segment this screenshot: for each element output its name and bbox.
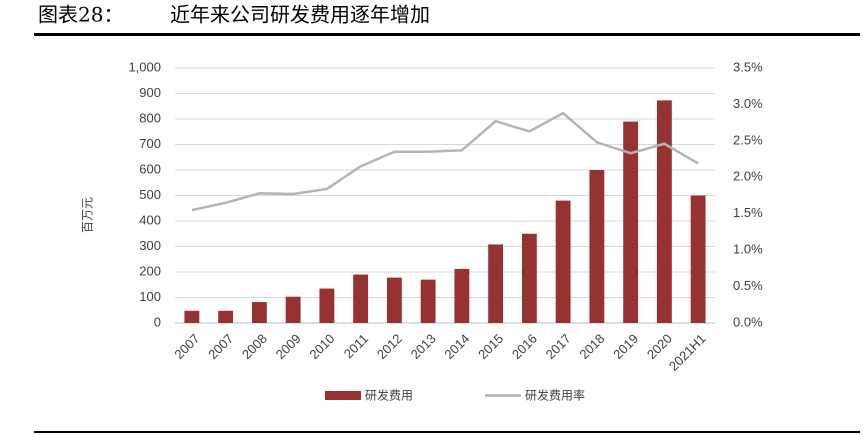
y2-tick-label: 1.0% (733, 242, 763, 257)
y2-tick-label: 3.0% (733, 96, 763, 111)
x-tick-label: 2007 (171, 331, 202, 362)
bar (319, 288, 335, 323)
y2-tick-label: 2.0% (733, 169, 763, 184)
y-tick-label: 0 (154, 314, 161, 329)
x-tick-label: 2015 (475, 331, 506, 362)
bar (656, 100, 672, 323)
y2-tick-label: 1.5% (733, 205, 763, 220)
y2-tick-label: 0.5% (733, 278, 763, 293)
y2-tick-label: 0.0% (733, 314, 763, 329)
x-tick-label: 2009 (273, 331, 304, 362)
y-tick-label: 400 (139, 212, 161, 227)
bar (623, 121, 639, 323)
bar (454, 268, 470, 323)
line (191, 111, 699, 212)
x-tick-label: 2021H1 (666, 331, 709, 374)
x-tick-label: 2018 (576, 331, 607, 362)
x-tick-label: 2011 (341, 331, 371, 361)
y2-tick-label: 2.5% (733, 132, 763, 147)
bar (353, 274, 369, 323)
y-tick-label: 900 (139, 85, 161, 100)
y-tick-label: 500 (139, 187, 161, 202)
x-tick-label: 2016 (509, 331, 540, 362)
x-tick-label: 2017 (543, 331, 574, 362)
header-rule (34, 33, 860, 36)
y-tick-label: 300 (139, 238, 161, 253)
bar (386, 277, 402, 323)
y-tick-label: 200 (139, 263, 161, 278)
bar (690, 195, 706, 323)
y-tick-label: 800 (139, 110, 161, 125)
bar (420, 279, 436, 323)
bar (184, 310, 200, 323)
x-tick-label: 2020 (644, 331, 675, 362)
footer-rule (34, 431, 860, 433)
y-tick-label: 1,000 (128, 59, 161, 74)
y-tick-label: 600 (139, 161, 161, 176)
x-tick-label: 2019 (610, 331, 641, 362)
bar (251, 302, 267, 323)
legend-label: 研发费用率 (525, 388, 585, 403)
header-label: 图表28： (38, 3, 123, 27)
x-tick-label: 2014 (441, 331, 472, 362)
x-tick-label: 2008 (239, 331, 270, 362)
bar (589, 170, 605, 323)
x-tick-label: 2012 (374, 331, 405, 362)
x-tick-label: 2013 (408, 331, 439, 362)
legend-label: 研发费用 (365, 388, 413, 403)
y-tick-label: 100 (139, 289, 161, 304)
bar (488, 244, 504, 323)
y-tick-label: 700 (139, 136, 161, 151)
header-title: 近年来公司研发费用逐年增加 (170, 3, 430, 27)
bar (555, 200, 571, 323)
legend-swatch (325, 391, 361, 400)
bar (521, 233, 537, 323)
y2-tick-label: 3.5% (733, 59, 763, 74)
bar (285, 296, 301, 323)
x-tick-label: 2010 (306, 331, 337, 362)
y-axis-label: 百万元 (81, 197, 95, 233)
bar (218, 310, 234, 323)
x-tick-label: 2007 (205, 331, 236, 362)
